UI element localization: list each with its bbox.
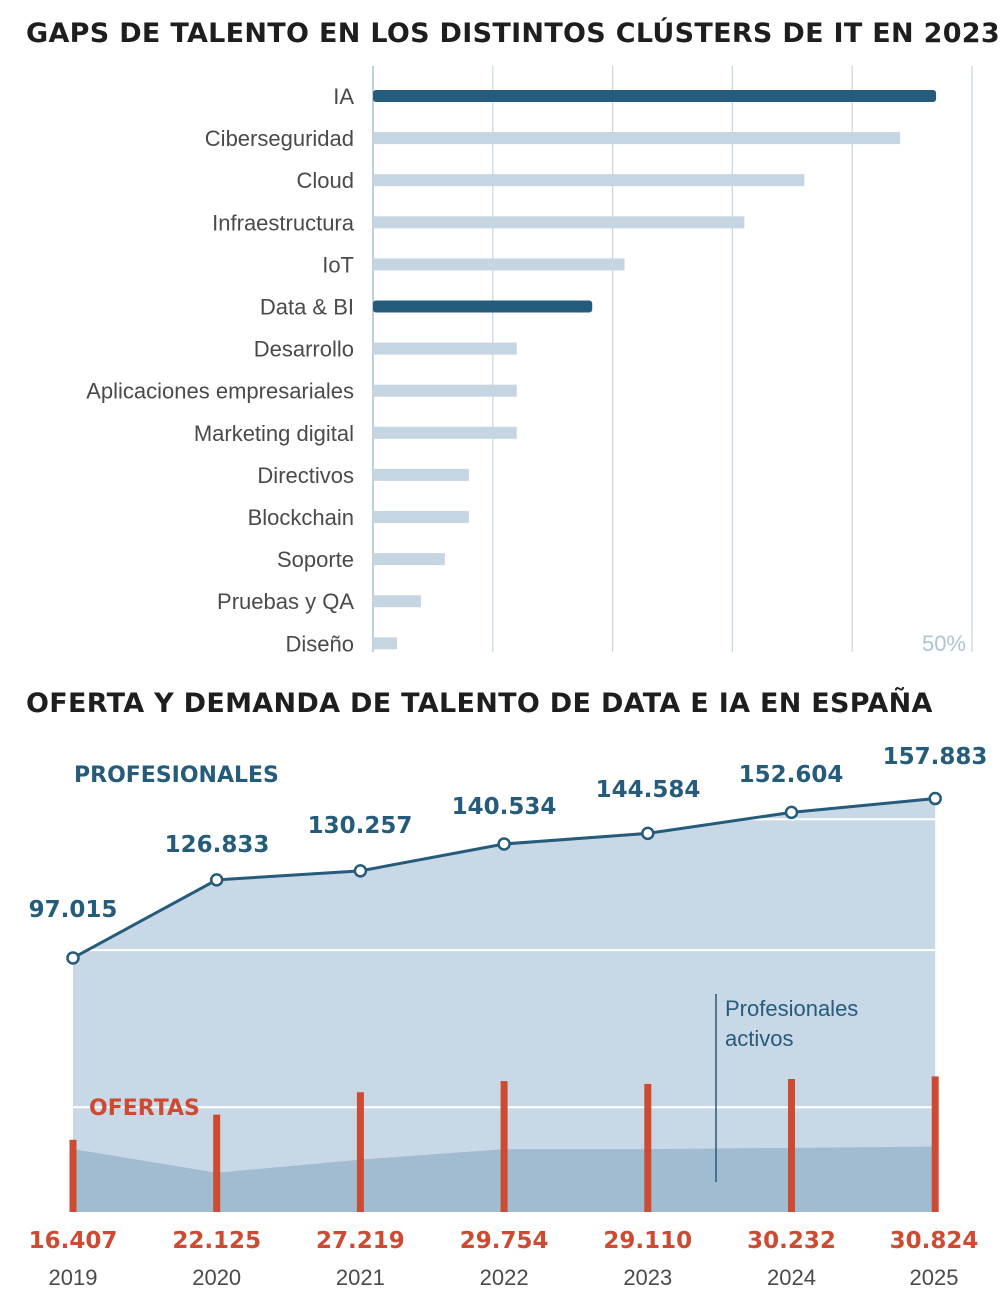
category-label: Data & BI <box>260 295 354 320</box>
bottom-chart-title: OFERTA Y DEMANDA DE TALENTO DE DATA E IA… <box>26 688 933 719</box>
category-label: Directivos <box>257 463 354 488</box>
bar <box>373 174 805 187</box>
ofertas-bar <box>69 1139 77 1212</box>
data-point <box>928 791 942 806</box>
highlight-bar <box>373 90 937 102</box>
x-tick-label: 2020 <box>192 1265 241 1290</box>
x-tick-label: 2023 <box>623 1265 672 1290</box>
profesionales-data-label: 140.534 <box>452 794 557 820</box>
bar <box>373 511 469 523</box>
data-point <box>497 837 511 851</box>
ofertas-data-label: 29.754 <box>460 1228 549 1254</box>
x-tick-label: 2024 <box>767 1265 816 1290</box>
bar <box>373 342 517 355</box>
bar <box>373 637 397 650</box>
x-tick-label: 2019 <box>49 1265 98 1290</box>
data-point <box>784 805 799 820</box>
x-tick-label: 2025 <box>910 1265 959 1290</box>
x-tick-label: 2021 <box>336 1265 385 1290</box>
bar <box>373 468 469 481</box>
annotation-text: activos <box>725 1026 793 1051</box>
profesionales-data-label: 126.833 <box>165 832 270 858</box>
category-label: Pruebas y QA <box>217 589 354 614</box>
data-point <box>641 826 655 841</box>
highlight-bar <box>373 300 593 313</box>
category-label: IA <box>333 84 354 109</box>
profesionales-area <box>73 798 936 1212</box>
x-tick-label: 2022 <box>480 1265 529 1290</box>
category-label: Blockchain <box>248 505 354 530</box>
category-label: Infraestructura <box>212 210 355 235</box>
profesionales-data-label: 130.257 <box>308 813 413 839</box>
data-point <box>209 873 224 887</box>
ofertas-data-label: 22.125 <box>172 1228 261 1254</box>
ofertas-bar <box>213 1114 221 1212</box>
profesionales-data-label: 152.604 <box>739 762 844 788</box>
ofertas-bar <box>356 1092 364 1212</box>
category-label: Aplicaciones empresariales <box>86 379 354 404</box>
bar <box>373 132 901 145</box>
profesionales-data-label: 157.883 <box>883 744 988 770</box>
ofertas-series-label: OFERTAS <box>89 1096 200 1121</box>
profesionales-data-label: 144.584 <box>596 777 701 803</box>
category-label: Marketing digital <box>194 421 354 446</box>
top-chart-title: GAPS DE TALENTO EN LOS DISTINTOS CLÚSTER… <box>26 18 1000 49</box>
ofertas-data-label: 30.824 <box>890 1228 979 1254</box>
ofertas-bar <box>931 1076 939 1212</box>
category-label: Desarrollo <box>254 337 354 362</box>
bar <box>373 553 445 566</box>
profesionales-data-label: 97.015 <box>29 897 118 923</box>
ofertas-data-label: 27.219 <box>316 1228 405 1254</box>
category-label: Ciberseguridad <box>205 126 354 151</box>
annotation-text: Profesionales <box>725 996 858 1021</box>
ofertas-bar <box>644 1083 652 1212</box>
category-label: Diseño <box>286 631 354 656</box>
category-label: Soporte <box>277 547 354 572</box>
bar <box>373 426 517 439</box>
x-tick-label: 50% <box>922 631 966 656</box>
talent-gap-bar-chart: IA Ciberseguridad Cloud Infraestructura IoT D… <box>86 66 973 656</box>
data-point <box>353 864 368 878</box>
bar <box>373 595 421 608</box>
data-point <box>66 951 80 965</box>
ofertas-bar <box>500 1081 508 1212</box>
ofertas-bar <box>788 1078 795 1212</box>
category-label: Cloud <box>297 168 354 193</box>
ofertas-data-label: 30.232 <box>747 1228 836 1254</box>
ofertas-data-label: 29.110 <box>603 1228 692 1254</box>
bar <box>373 258 625 271</box>
bar <box>373 384 517 397</box>
profesionales-series-label: PROFESIONALES <box>74 763 279 788</box>
bar <box>373 216 745 229</box>
category-label: IoT <box>322 252 354 277</box>
ofertas-data-label: 16.407 <box>29 1228 118 1254</box>
